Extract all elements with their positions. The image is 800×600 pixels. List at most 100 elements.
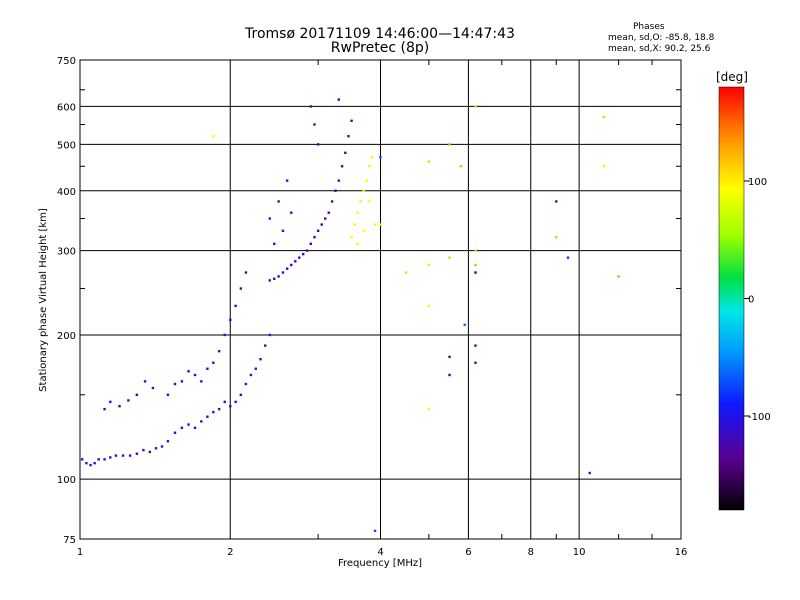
stats-title: Phases (633, 22, 665, 32)
data-point (142, 448, 145, 452)
data-point (89, 463, 92, 467)
data-point (277, 275, 280, 278)
data-point (427, 263, 431, 267)
y-axis-ticks: 75 100 200 300 400 500 600 750 (57, 56, 681, 546)
data-point (121, 454, 125, 457)
data-point (427, 160, 431, 163)
data-point (281, 271, 285, 274)
data-point (602, 165, 605, 168)
data-point (474, 263, 477, 267)
data-point (277, 200, 280, 203)
data-point (180, 380, 184, 383)
data-point (97, 458, 100, 461)
data-point (85, 461, 88, 465)
data-point (114, 454, 118, 457)
y-tick-label: 500 (57, 140, 76, 151)
y-tick-label: 300 (57, 247, 76, 258)
data-point (109, 456, 112, 459)
data-point (160, 445, 164, 448)
data-point (127, 399, 130, 402)
y-tick-label: 75 (63, 535, 76, 546)
data-point (555, 235, 558, 239)
data-point (239, 393, 243, 397)
data-point (373, 223, 377, 226)
stats-line-x: mean, sd,X: 90.2, 25.6 (608, 44, 711, 54)
data-point (193, 426, 197, 430)
data-point (474, 361, 477, 364)
data-point (301, 252, 305, 256)
data-point (404, 271, 408, 274)
data-point (356, 242, 359, 245)
data-point (244, 382, 248, 386)
data-point (294, 260, 297, 263)
colorbar-ticks: 100 0 -100 (744, 177, 771, 423)
data-point (234, 304, 237, 308)
data-point (566, 256, 570, 259)
data-point (347, 134, 350, 138)
data-point (212, 134, 215, 138)
data-point (427, 304, 431, 308)
x-tick-label: 10 (573, 547, 586, 558)
data-point (298, 256, 301, 259)
data-point (313, 123, 316, 126)
data-point (273, 242, 276, 245)
data-point (344, 151, 347, 155)
data-point (365, 179, 368, 182)
data-point (206, 367, 209, 370)
y-tick-label: 400 (57, 187, 76, 198)
data-point (371, 156, 374, 159)
x-tick-label: 4 (377, 547, 383, 558)
data-point (337, 179, 341, 182)
data-point (350, 235, 353, 239)
data-point (309, 105, 312, 108)
data-point (617, 275, 620, 278)
data-point (193, 373, 197, 377)
data-point (353, 223, 356, 226)
data-point (281, 229, 285, 232)
data-point (268, 279, 271, 282)
data-point (234, 400, 237, 404)
data-point (135, 393, 139, 397)
data-point (173, 382, 177, 386)
y-axis-label: Stationary phase Virtual Height [km] (38, 208, 49, 392)
data-point (148, 450, 152, 454)
data-point (330, 200, 334, 203)
stats-line-o: mean, sd,O: -85.8, 18.8 (608, 33, 715, 43)
data-point (362, 189, 365, 192)
data-point (173, 431, 177, 434)
data-point (249, 373, 253, 377)
data-point (268, 217, 271, 220)
data-point (244, 271, 248, 274)
x-tick-label: 6 (465, 547, 471, 558)
data-point (187, 423, 190, 426)
data-point (368, 200, 371, 203)
data-point (474, 344, 477, 347)
data-point (448, 256, 451, 259)
data-point (463, 323, 466, 327)
data-point (223, 333, 226, 337)
data-point (180, 426, 184, 430)
data-point (151, 386, 155, 390)
data-point (229, 405, 232, 408)
data-point (290, 211, 293, 214)
data-point (273, 277, 276, 280)
data-point (206, 415, 209, 418)
colorbar-tick-label: 0 (748, 295, 754, 306)
data-point (259, 358, 262, 361)
data-point (103, 458, 106, 461)
data-point (474, 249, 477, 252)
data-point (135, 452, 139, 455)
data-point (379, 223, 382, 226)
chart-subtitle: RwPretec (8p) (330, 40, 430, 56)
data-point (254, 367, 257, 370)
data-point (320, 223, 323, 226)
data-point (324, 217, 327, 220)
x-tick-label: 16 (675, 547, 688, 558)
data-point (187, 370, 190, 373)
data-point (223, 400, 226, 404)
data-point (143, 380, 147, 383)
data-point (285, 179, 289, 182)
data-point (602, 115, 605, 119)
data-point (448, 373, 451, 377)
data-point (128, 454, 132, 457)
